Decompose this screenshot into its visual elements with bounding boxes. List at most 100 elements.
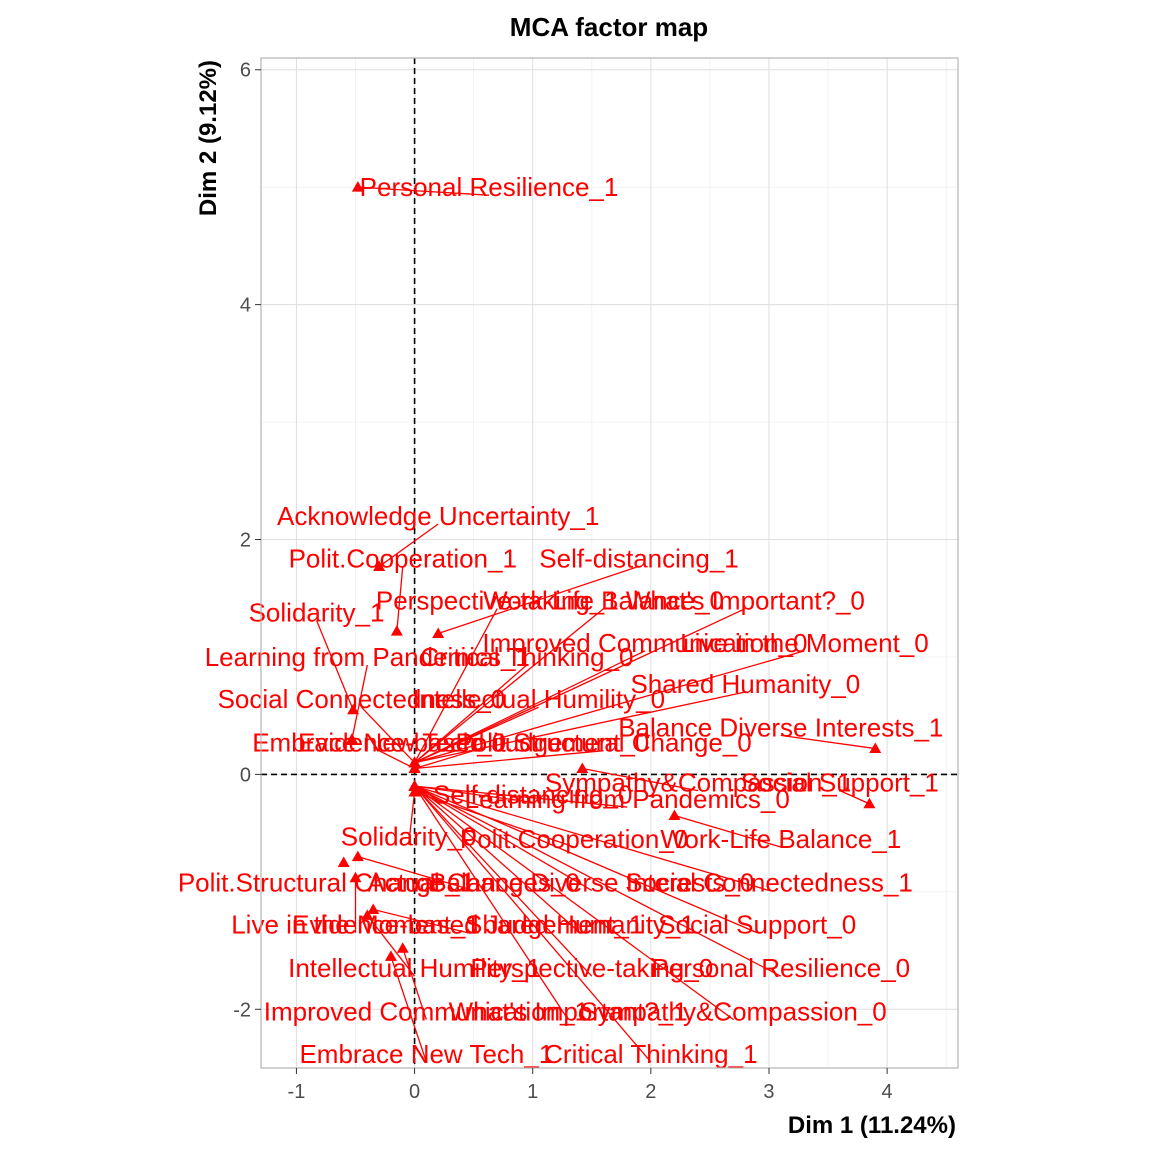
- point-label: Shared Humanity_1: [465, 910, 695, 940]
- point-label: Sympathy&Compassion_1: [545, 768, 851, 798]
- label-connector: [414, 785, 758, 934]
- label-connector: [582, 767, 699, 792]
- point-label: Learning from Pandemics_0: [465, 784, 790, 814]
- chart-title: MCA factor map: [510, 12, 708, 42]
- data-point: [408, 780, 421, 791]
- label-connectors: [315, 186, 876, 1063]
- point-label: Polit.Structural Change_0: [455, 728, 751, 758]
- data-point: [869, 742, 882, 754]
- label-connector: [414, 750, 474, 770]
- label-connector: [414, 607, 746, 764]
- point-label: Solidarity_0: [341, 822, 477, 852]
- y-tick-label: 0: [240, 764, 251, 786]
- label-connector: [351, 664, 368, 740]
- panel-background: [261, 58, 958, 1068]
- point-labels: Personal Resilience_1 Acknowledge Uncerta…: [178, 172, 944, 1069]
- label-connector: [414, 664, 528, 764]
- point-label: Social Connectedness_1: [625, 867, 913, 897]
- point-label: Learning from Pandemics_1: [205, 642, 530, 672]
- data-point: [668, 809, 681, 820]
- panel-border: [260, 57, 959, 1069]
- label-connector: [414, 785, 593, 977]
- data-point: [384, 950, 397, 961]
- label-connector: [414, 785, 533, 804]
- point-label: Social Support_1: [741, 768, 939, 798]
- point-label: Balance Diverse Interests_0: [429, 867, 754, 897]
- data-point: [349, 871, 362, 883]
- y-axis-ticks: -2 0 2 4 6: [233, 60, 261, 1021]
- point-label: Intellectual Humility_0: [412, 684, 665, 714]
- data-point: [408, 756, 421, 768]
- plot-panel: Personal Resilience_1 Acknowledge Uncerta…: [178, 57, 959, 1069]
- label-connector: [366, 914, 416, 977]
- x-tick-label: 1: [527, 1081, 538, 1103]
- point-label: Shared Humanity_0: [630, 669, 860, 699]
- point-label: Self-distancing_1: [539, 543, 738, 573]
- label-connector: [437, 565, 640, 635]
- y-tick-label: -2: [233, 999, 251, 1021]
- data-points: [337, 181, 882, 961]
- point-label: Work-Life Balance_0: [483, 586, 724, 616]
- label-connector: [414, 691, 746, 764]
- label-connector: [360, 706, 416, 764]
- data-point: [337, 856, 350, 867]
- data-point: [576, 762, 589, 774]
- point-label: Actual Changes_0: [367, 867, 579, 897]
- label-connector: [396, 566, 404, 632]
- label-connector: [390, 956, 428, 1063]
- point-label: Personal Resilience_1: [360, 172, 619, 202]
- point-label: Embrace New Tech_1: [299, 1039, 553, 1069]
- label-connector: [414, 785, 628, 808]
- data-point: [432, 627, 445, 638]
- data-point: [347, 703, 360, 715]
- label-connector: [414, 785, 593, 892]
- data-point: [345, 733, 358, 744]
- label-connector: [674, 814, 781, 848]
- label-connector: [780, 734, 876, 750]
- x-tick-label: 3: [763, 1081, 774, 1103]
- data-point: [351, 181, 364, 192]
- point-label: Polit.Structural Change_1: [178, 867, 474, 897]
- label-connector: [414, 750, 604, 770]
- label-connector: [402, 948, 428, 1020]
- point-label: Social Support_0: [658, 910, 856, 940]
- label-connector: [414, 706, 539, 764]
- point-label: Personal Resilience_0: [651, 953, 910, 983]
- point-label: Live in the Moment_1: [231, 910, 480, 940]
- x-tick-label: -1: [288, 1081, 306, 1103]
- x-axis-ticks: -1 0 1 2 3 4: [288, 1068, 893, 1103]
- point-label: Solidarity_1: [249, 597, 385, 627]
- point-label: Polit.Cooperation_1: [289, 543, 517, 573]
- point-label: Perspective-taking_0: [470, 953, 713, 983]
- point-label: Critical Thinking_1: [544, 1039, 757, 1069]
- point-label: Polit.Cooperation_0: [460, 824, 688, 854]
- point-label: Evidence-based Judgement_0: [298, 728, 649, 758]
- data-point: [351, 850, 364, 862]
- label-connector: [378, 750, 415, 770]
- x-tick-label: 2: [645, 1081, 656, 1103]
- point-label: Sympathy&Compassion_0: [580, 997, 886, 1027]
- label-connector: [414, 785, 734, 1021]
- data-point: [408, 786, 421, 797]
- y-axis-title: Dim 2 (9.12%): [195, 60, 222, 216]
- point-label: Social Connectedness_0: [218, 684, 506, 714]
- point-label: Perspective-taking_1: [376, 586, 619, 616]
- label-connector: [408, 791, 416, 845]
- label-connector: [357, 855, 474, 892]
- point-label: Intellectual Humility_1: [288, 953, 541, 983]
- label-connector: [414, 785, 569, 1020]
- label-connector: [414, 650, 646, 764]
- label-connector: [414, 608, 498, 763]
- label-connector: [414, 785, 581, 934]
- point-label: What's Important?_1: [449, 997, 688, 1027]
- label-connector: [839, 790, 870, 805]
- point-label: Evidence-based Judgement_1: [292, 910, 643, 940]
- point-label: Work-Life Balance_1: [660, 824, 901, 854]
- label-connector: [357, 186, 490, 196]
- point-label: Acknowledge Uncertainty_1: [277, 501, 599, 531]
- data-point: [863, 797, 876, 809]
- label-connector: [373, 908, 468, 934]
- data-point: [396, 942, 409, 953]
- label-connector: [414, 650, 805, 764]
- data-point: [390, 625, 403, 636]
